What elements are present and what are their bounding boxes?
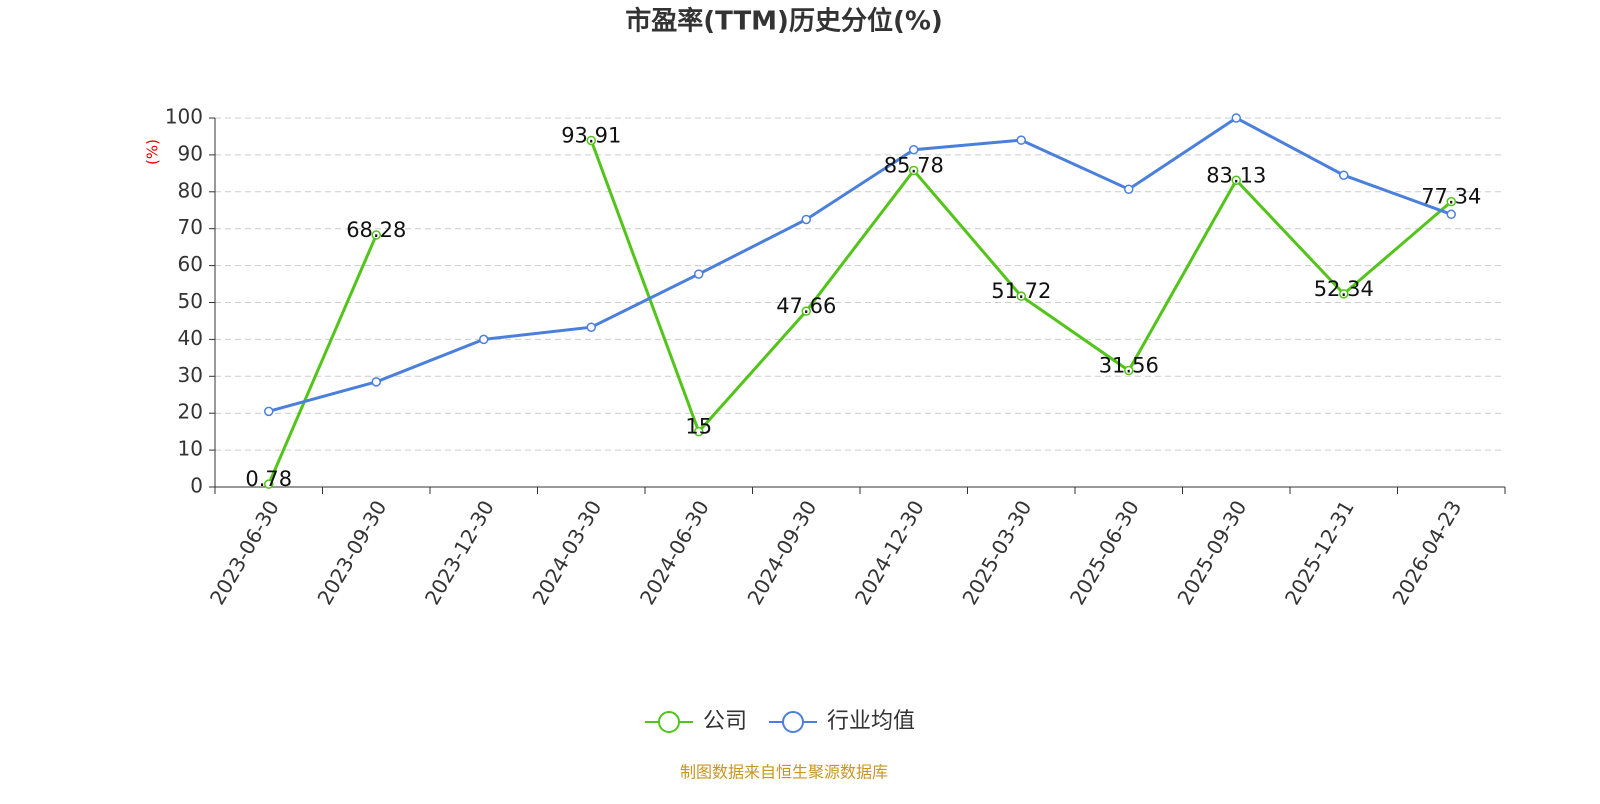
point [1016,291,1026,301]
y-tick-label: 40 [178,326,203,350]
data-label: 51.72 [991,279,1051,303]
x-tick-label: 2024-03-30 [527,496,606,609]
point [1339,170,1349,180]
y-tick-label: 70 [178,215,203,239]
data-label: 52.34 [1314,277,1374,301]
point [1446,196,1456,207]
point [1339,289,1349,299]
point [371,377,381,387]
point [264,406,274,417]
y-tick-label: 20 [178,400,203,424]
y-tick-label: 100 [165,105,203,129]
data-label: 93.91 [561,123,621,147]
y-tick-label: 30 [178,363,203,387]
y-tick-label: 80 [178,178,203,202]
x-tick-label: 2024-06-30 [635,496,714,609]
legend-label: 公司 [703,709,747,734]
legend-marker [658,711,680,733]
point [909,165,919,176]
point [909,144,919,155]
point [1231,113,1241,123]
point [586,135,596,146]
source-note: 制图数据来自恒生聚源数据库 [680,763,888,782]
x-tick-label: 2023-12-30 [420,496,499,609]
point [371,230,381,240]
y-axis-label: (%) [144,139,162,165]
x-tick-label: 2025-06-30 [1065,496,1144,609]
y-tick-label: 0 [190,474,203,498]
data-label: 47.66 [776,294,836,318]
y-tick-label: 90 [178,141,203,165]
point [1016,135,1026,145]
y-tick-label: 60 [178,252,203,276]
series-line [268,116,1452,413]
point [1446,209,1456,220]
data-label: 77.34 [1421,185,1481,209]
point [694,269,704,279]
point [1124,365,1134,376]
y-tick-label: 10 [178,437,203,461]
x-tick-label: 2023-09-30 [312,496,391,609]
legend-label: 行业均值 [827,709,915,734]
x-tick-label: 2025-12-31 [1280,496,1359,609]
x-tick-label: 2026-04-23 [1387,496,1466,609]
y-tick-label: 50 [178,289,203,313]
point [694,426,704,437]
x-tick-label: 2025-09-30 [1172,496,1251,609]
x-tick-label: 2024-09-30 [742,496,821,609]
chart-title: 市盈率(TTM)历史分位(%) [625,6,943,37]
data-label: 0.78 [245,467,292,491]
point [264,479,274,489]
data-label: 15 [685,415,712,439]
data-label: 31.56 [1099,354,1159,378]
point [801,306,811,316]
point [801,214,811,225]
x-tick-label: 2023-06-30 [205,496,284,609]
data-label: 85.78 [884,153,944,177]
data-label: 83.13 [1206,163,1266,187]
point [1231,175,1241,186]
point [586,322,596,332]
x-tick-label: 2024-12-30 [850,496,929,609]
x-tick-label: 2025-03-30 [957,496,1036,609]
point [479,334,489,345]
point [1124,184,1134,194]
data-label: 68.28 [346,218,406,242]
legend-marker [782,711,805,733]
